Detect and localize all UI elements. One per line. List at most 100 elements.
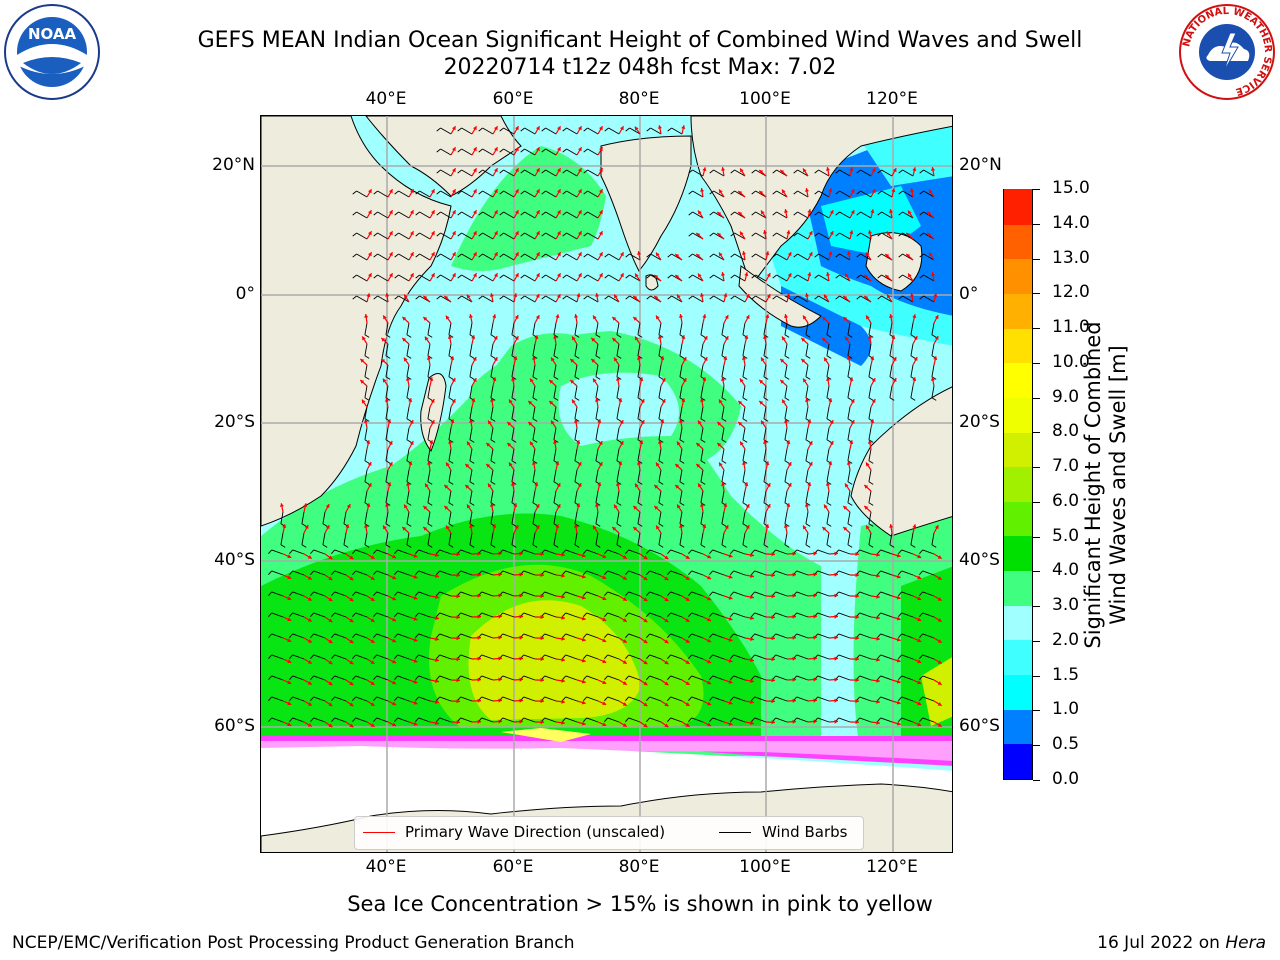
- wind-barb-flag: [352, 253, 357, 258]
- wave-direction-arrowhead: [707, 680, 712, 685]
- wave-direction-arrowhead: [780, 170, 785, 174]
- wind-barb: [616, 532, 620, 545]
- wind-barb: [406, 427, 410, 440]
- wind-barb-flag: [646, 654, 651, 659]
- wave-direction-arrowhead: [876, 678, 880, 683]
- wind-barb: [692, 211, 704, 219]
- wind-barb: [775, 549, 788, 555]
- wind-barb-flag: [268, 570, 273, 575]
- wind-barb: [901, 654, 914, 660]
- wind-barb: [754, 570, 767, 576]
- wave-direction-arrowhead: [492, 314, 497, 318]
- wave-direction-arrowhead: [845, 483, 849, 488]
- wind-barb: [679, 406, 683, 419]
- wave-direction-arrowhead: [370, 639, 375, 643]
- wind-barb: [880, 654, 893, 660]
- wind-barb: [565, 612, 578, 618]
- wind-barb: [838, 570, 851, 576]
- wave-direction-arrowhead: [937, 618, 942, 622]
- wave-direction-arrowhead: [368, 273, 372, 278]
- wind-barb: [419, 232, 431, 240]
- wind-barb: [427, 406, 431, 419]
- wind-barb: [565, 717, 578, 723]
- wave-direction-arrowhead: [498, 698, 502, 703]
- wind-barb: [923, 295, 935, 303]
- wave-direction-arrowhead: [917, 659, 922, 664]
- sea-ice-edge: [261, 728, 952, 766]
- wind-barb-flag: [751, 654, 756, 659]
- colorbar-tick-label: 5.0: [1052, 525, 1080, 546]
- wind-barb-flag: [751, 591, 756, 596]
- wind-barb: [532, 406, 536, 419]
- wind-barb: [566, 190, 578, 198]
- wind-barb-flag: [478, 127, 483, 132]
- wind-barb: [713, 169, 725, 177]
- wave-direction-arrowhead: [937, 702, 942, 706]
- wind-barb: [406, 385, 410, 398]
- wind-barb-flag: [490, 355, 496, 359]
- wind-barb-flag: [415, 633, 420, 638]
- wave-direction-arrowhead: [807, 272, 812, 277]
- wind-barb-flag: [427, 523, 433, 527]
- wind-barb: [574, 532, 578, 545]
- wave-direction-arrowhead: [855, 615, 859, 620]
- wind-barb: [566, 169, 578, 177]
- wind-barb: [511, 511, 515, 524]
- wave-direction-arrowhead: [876, 615, 880, 620]
- wave-direction-arrowhead: [328, 681, 333, 686]
- wave-direction-arrowhead: [677, 504, 681, 509]
- wave-direction-arrowhead: [876, 573, 880, 578]
- wind-barb: [691, 717, 704, 723]
- wind-barb: [545, 232, 557, 240]
- wave-direction-arrowhead: [307, 681, 312, 685]
- lon-label-top: 40°E: [365, 89, 407, 109]
- wind-barb-flag: [898, 717, 903, 722]
- wave-direction-arrowhead: [805, 188, 809, 192]
- wave-direction-arrowhead: [728, 700, 733, 705]
- wave-direction-arrowhead: [828, 461, 833, 465]
- wind-barb: [847, 532, 851, 545]
- wind-barb: [398, 253, 410, 261]
- wind-barb: [817, 612, 830, 618]
- wave-direction-arrowhead: [469, 524, 473, 528]
- wave-direction-arrowhead: [307, 597, 312, 601]
- wind-barb: [511, 427, 515, 440]
- wave-direction-arrowhead: [456, 552, 460, 557]
- wind-barb: [805, 364, 809, 377]
- wind-barb: [482, 190, 494, 198]
- wave-direction-arrowhead: [473, 231, 477, 236]
- wave-direction-arrowhead: [287, 575, 292, 580]
- wave-direction-arrowhead: [782, 399, 786, 404]
- wind-barb: [490, 511, 494, 524]
- wave-direction-arrowhead: [912, 524, 917, 529]
- wind-barb-flag: [373, 274, 378, 279]
- wind-barb: [775, 717, 788, 723]
- colorbar-tick-mark: [1033, 640, 1040, 642]
- wind-barb: [679, 343, 683, 356]
- wind-barb-flag: [352, 190, 357, 195]
- wind-barb-flag: [532, 439, 538, 443]
- wind-barb-flag: [583, 127, 588, 132]
- wind-barb-flag: [856, 274, 861, 279]
- wind-barb: [587, 148, 599, 156]
- wind-barb-flag: [805, 460, 811, 464]
- wind-barb: [271, 717, 284, 723]
- wind-barb-flag: [835, 211, 840, 216]
- wind-barb: [553, 532, 557, 545]
- wind-barb: [775, 633, 788, 639]
- wind-barb-flag: [352, 675, 357, 680]
- wind-barb: [859, 633, 872, 639]
- wave-direction-arrowhead: [637, 461, 642, 465]
- wind-barb: [902, 169, 914, 177]
- colorbar-segment: [1004, 362, 1032, 398]
- wave-direction-arrowhead: [677, 294, 681, 299]
- wave-direction-arrowhead: [885, 275, 890, 279]
- wave-direction-arrowhead: [656, 525, 660, 530]
- wind-barb-flag: [646, 295, 651, 300]
- wave-direction-arrowhead: [855, 699, 859, 704]
- lat-label-left: 20°S: [214, 412, 255, 432]
- wind-barb: [868, 469, 872, 482]
- wind-barb-flag: [553, 397, 559, 401]
- wind-barb: [838, 549, 851, 555]
- wave-direction-arrowhead: [519, 656, 523, 661]
